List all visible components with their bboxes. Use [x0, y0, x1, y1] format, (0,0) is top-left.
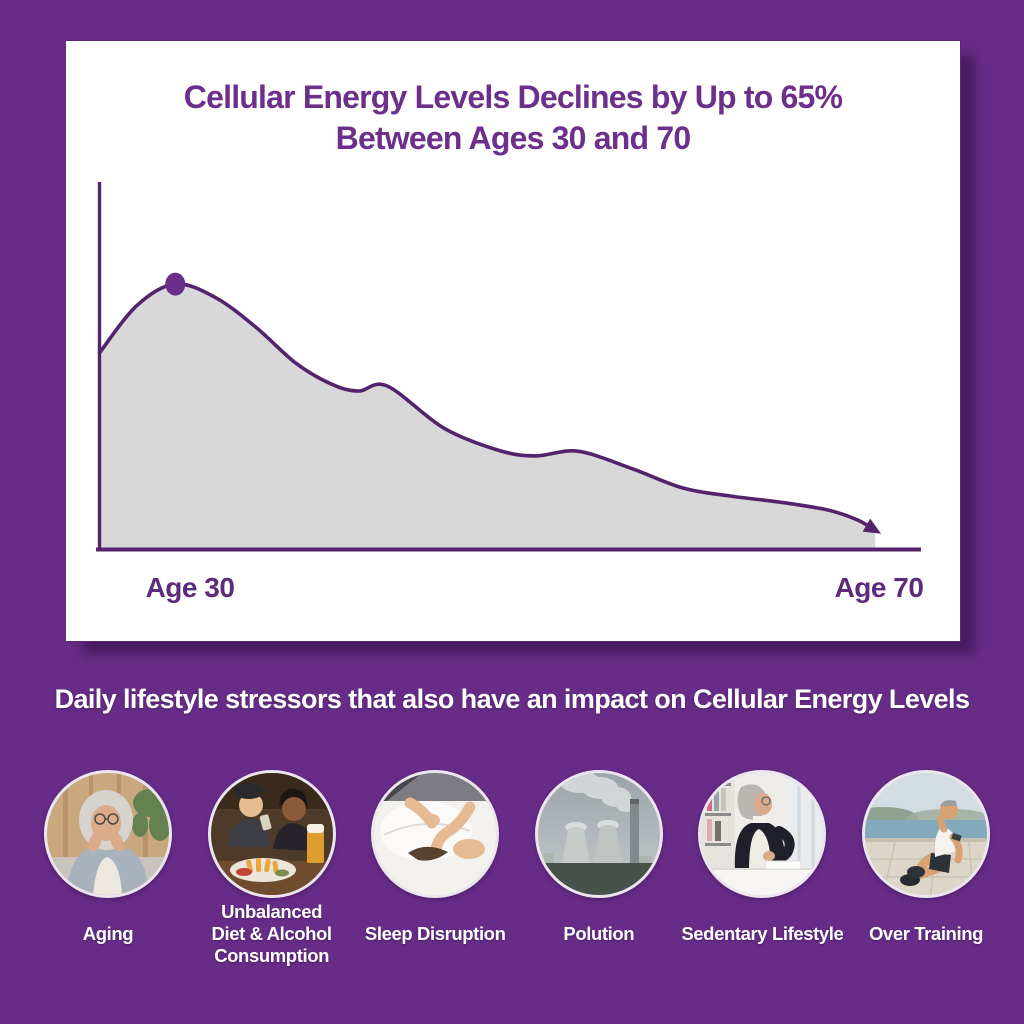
unbalanced-diet-photo	[207, 770, 336, 898]
sleep-disruption-photo	[371, 770, 500, 898]
stressor-label-aging: Aging	[82, 923, 134, 944]
energy-area-fill	[99, 283, 876, 548]
stressor-label-over-training: Over Training	[868, 923, 983, 944]
stressors-heading: Daily lifestyle stressors that also have…	[54, 684, 970, 714]
pollution-photo	[534, 770, 663, 898]
over-training-photo	[861, 770, 990, 898]
stressor-label-sleep-disruption: Sleep Disruption	[364, 923, 506, 944]
stressor-label-pollution: Polution	[563, 923, 635, 944]
chart-title-line2: Between Ages 30 and 70	[335, 120, 692, 156]
sedentary-lifestyle-photo	[698, 770, 827, 898]
aging-photo	[44, 770, 172, 898]
stressor-item-unbalanced-diet: Unbalanced Diet & Alcohol Consumption	[197, 770, 347, 966]
trend-arrow-icon	[862, 518, 882, 534]
stressor-item-over-training: Over Training	[851, 770, 1001, 966]
stressor-label-sedentary-lifestyle: Sedentary Lifestyle	[681, 923, 844, 944]
x-axis-label-age-70: Age 70	[834, 572, 924, 603]
cellular-energy-chart	[96, 182, 921, 552]
chart-title: Cellular Energy Levels Declines by Up to…	[66, 77, 960, 159]
peak-marker-dot	[165, 272, 186, 296]
stressor-item-sedentary-lifestyle: Sedentary Lifestyle	[681, 770, 844, 966]
stressor-item-aging: Aging	[33, 770, 183, 966]
x-axis-label-age-30: Age 30	[145, 572, 235, 603]
stressor-label-unbalanced-diet: Unbalanced Diet & Alcohol Consumption	[211, 901, 333, 966]
stressors-row: Aging	[33, 770, 1001, 966]
energy-decline-curve	[97, 282, 877, 532]
stressor-item-sleep-disruption: Sleep Disruption	[360, 770, 510, 966]
stressor-item-pollution: Polution	[524, 770, 674, 966]
chart-title-line1: Cellular Energy Levels Declines by Up to…	[183, 79, 843, 115]
chart-card: Cellular Energy Levels Declines by Up to…	[65, 40, 961, 642]
